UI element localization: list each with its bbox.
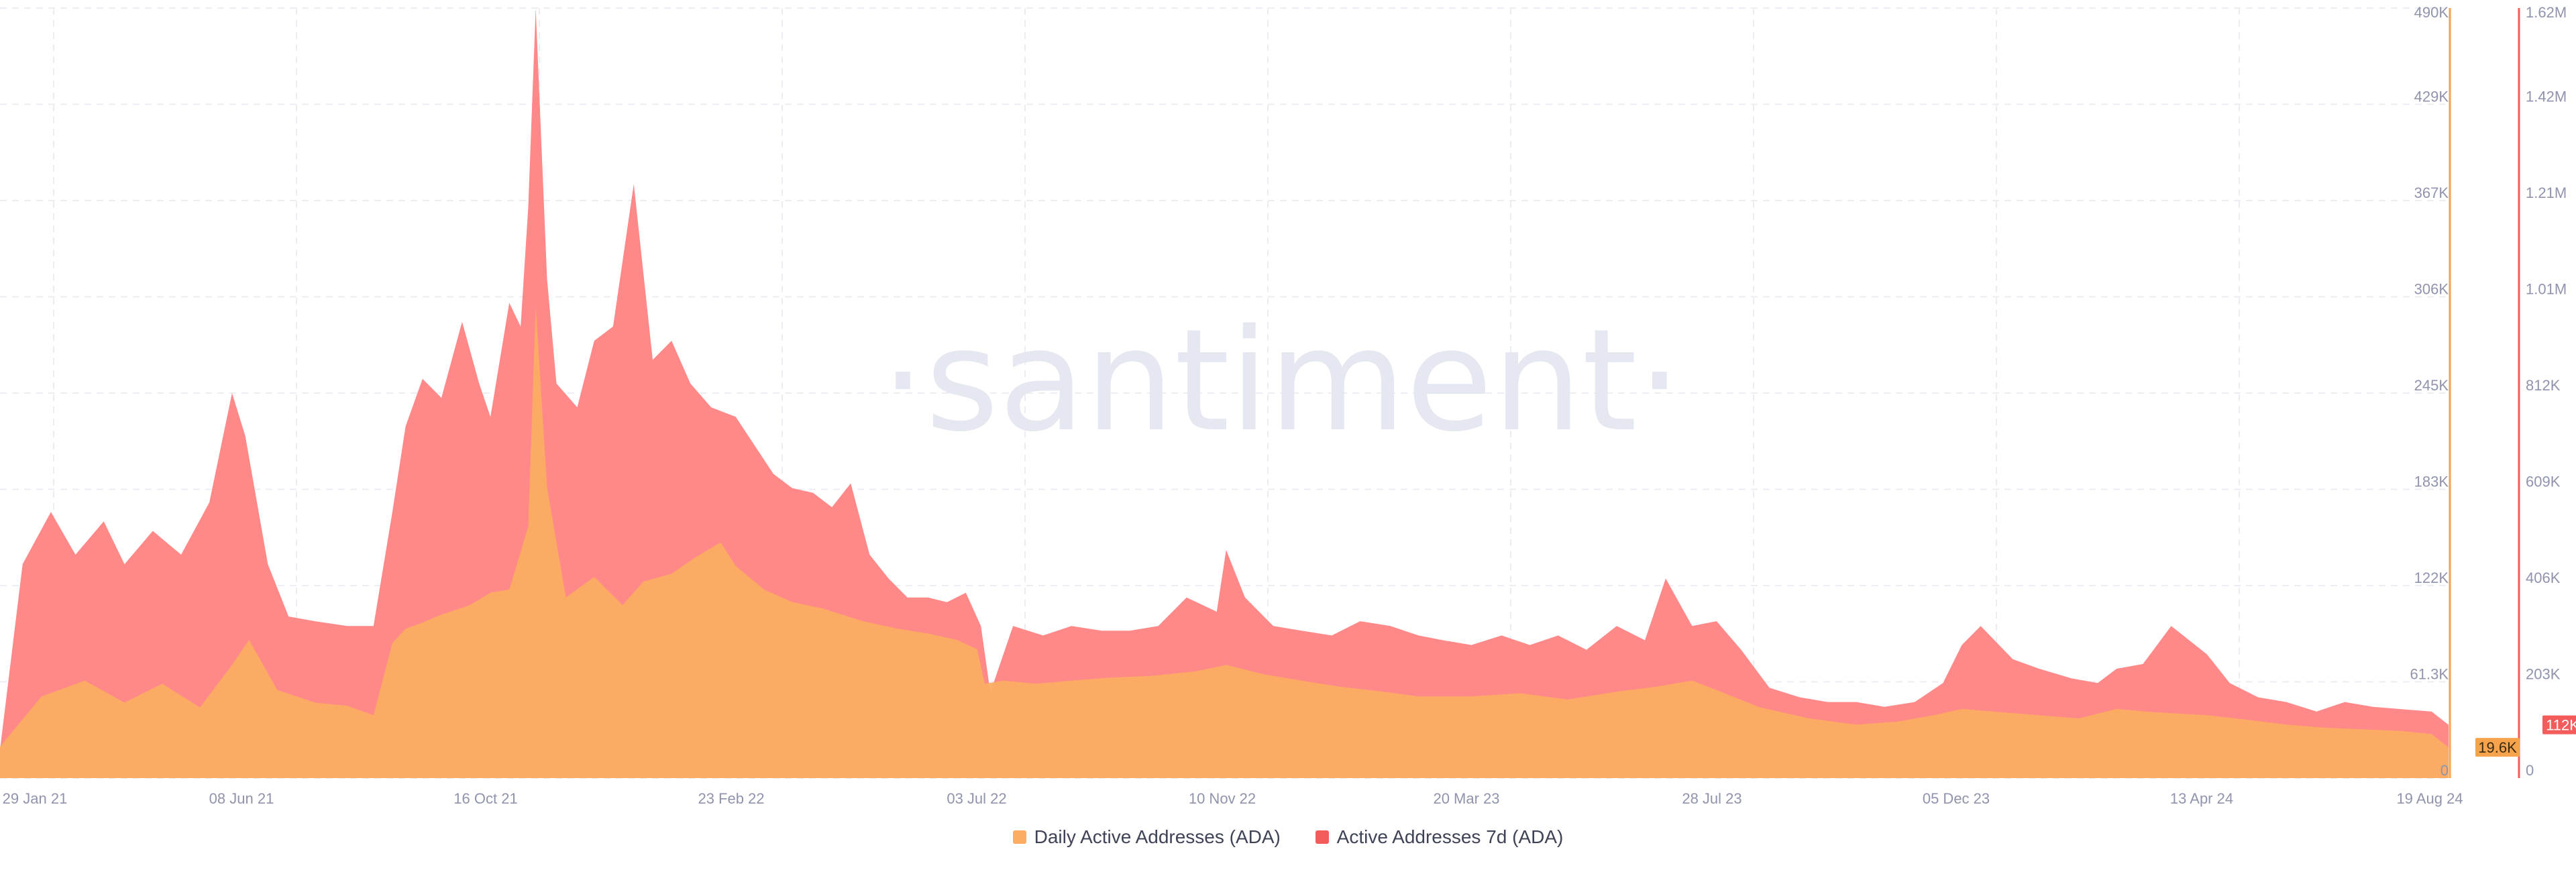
y-left-tick-label: 306K — [2414, 281, 2449, 298]
x-axis-ticks: 29 Jan 21 08 Jun 21 16 Oct 21 23 Feb 22 03 J… — [3, 790, 2463, 807]
last-value-badges: 19.6K 112K — [2475, 715, 2576, 757]
y-left-tick-label: 245K — [2414, 377, 2449, 394]
y-right-tick-label: 406K — [2526, 569, 2561, 586]
y-right-tick-label: 1.21M — [2526, 184, 2567, 201]
badge-daily-bg — [2475, 738, 2520, 757]
axes[interactable]: 0 61.3K 122K 183K 245K 306K 367K 429K 490K 0 203K 4… — [2410, 4, 2567, 779]
x-tick-label: 03 Jul 22 — [947, 790, 1006, 807]
santiment-watermark: ·santiment· — [881, 298, 1682, 463]
series-area-weekly — [0, 8, 2449, 778]
x-tick-label: 20 Mar 23 — [1433, 790, 1499, 807]
badge-daily-value: 19.6K — [2478, 739, 2517, 756]
y-left-tick-label: 367K — [2414, 184, 2449, 201]
legend: Daily Active Addresses (ADA) Active Addr… — [0, 826, 2576, 849]
y-left-tick-label: 490K — [2414, 4, 2449, 21]
badge-weekly-value: 112K — [2546, 717, 2576, 734]
badge-weekly-bg — [2542, 715, 2576, 734]
x-tick-label: 29 Jan 21 — [3, 790, 68, 807]
legend-label-weekly: Active Addresses 7d (ADA) — [1336, 826, 1564, 847]
x-tick-label: 23 Feb 22 — [698, 790, 764, 807]
legend-swatch-daily — [1012, 830, 1026, 844]
x-tick-label: 28 Jul 23 — [1682, 790, 1741, 807]
y-right-tick-label: 812K — [2526, 377, 2561, 394]
y-right-tick-label: 1.62M — [2526, 4, 2567, 21]
legend-item-daily[interactable]: Daily Active Addresses (ADA) — [1012, 826, 1281, 848]
y-right-tick-label: 203K — [2526, 666, 2561, 683]
y-right-tick-label: 0 — [2526, 762, 2534, 779]
x-tick-label: 13 Apr 24 — [2170, 790, 2233, 807]
y-right-tick-label: 609K — [2526, 474, 2561, 490]
x-tick-label: 08 Jun 21 — [209, 790, 274, 807]
y-left-tick-label: 122K — [2414, 569, 2449, 586]
legend-swatch-weekly — [1315, 830, 1329, 844]
y-left-tick-label: 429K — [2414, 89, 2449, 105]
x-tick-label: 19 Aug 24 — [2396, 790, 2463, 807]
series-area-daily — [0, 307, 2449, 779]
x-tick-label: 16 Oct 21 — [453, 790, 517, 807]
y-left-tick-label: 183K — [2414, 474, 2449, 490]
y-right-tick-label: 1.42M — [2526, 89, 2567, 105]
y-left-tick-label: 0 — [2440, 762, 2449, 779]
y-right-tick-label: 1.01M — [2526, 281, 2567, 298]
legend-item-weekly[interactable]: Active Addresses 7d (ADA) — [1315, 826, 1564, 848]
legend-label-daily: Daily Active Addresses (ADA) — [1034, 826, 1281, 847]
x-tick-label: 10 Nov 22 — [1189, 790, 1256, 807]
y-left-tick-label: 61.3K — [2410, 666, 2449, 683]
series-areas — [0, 8, 2449, 779]
x-tick-label: 05 Dec 23 — [1923, 790, 1990, 807]
